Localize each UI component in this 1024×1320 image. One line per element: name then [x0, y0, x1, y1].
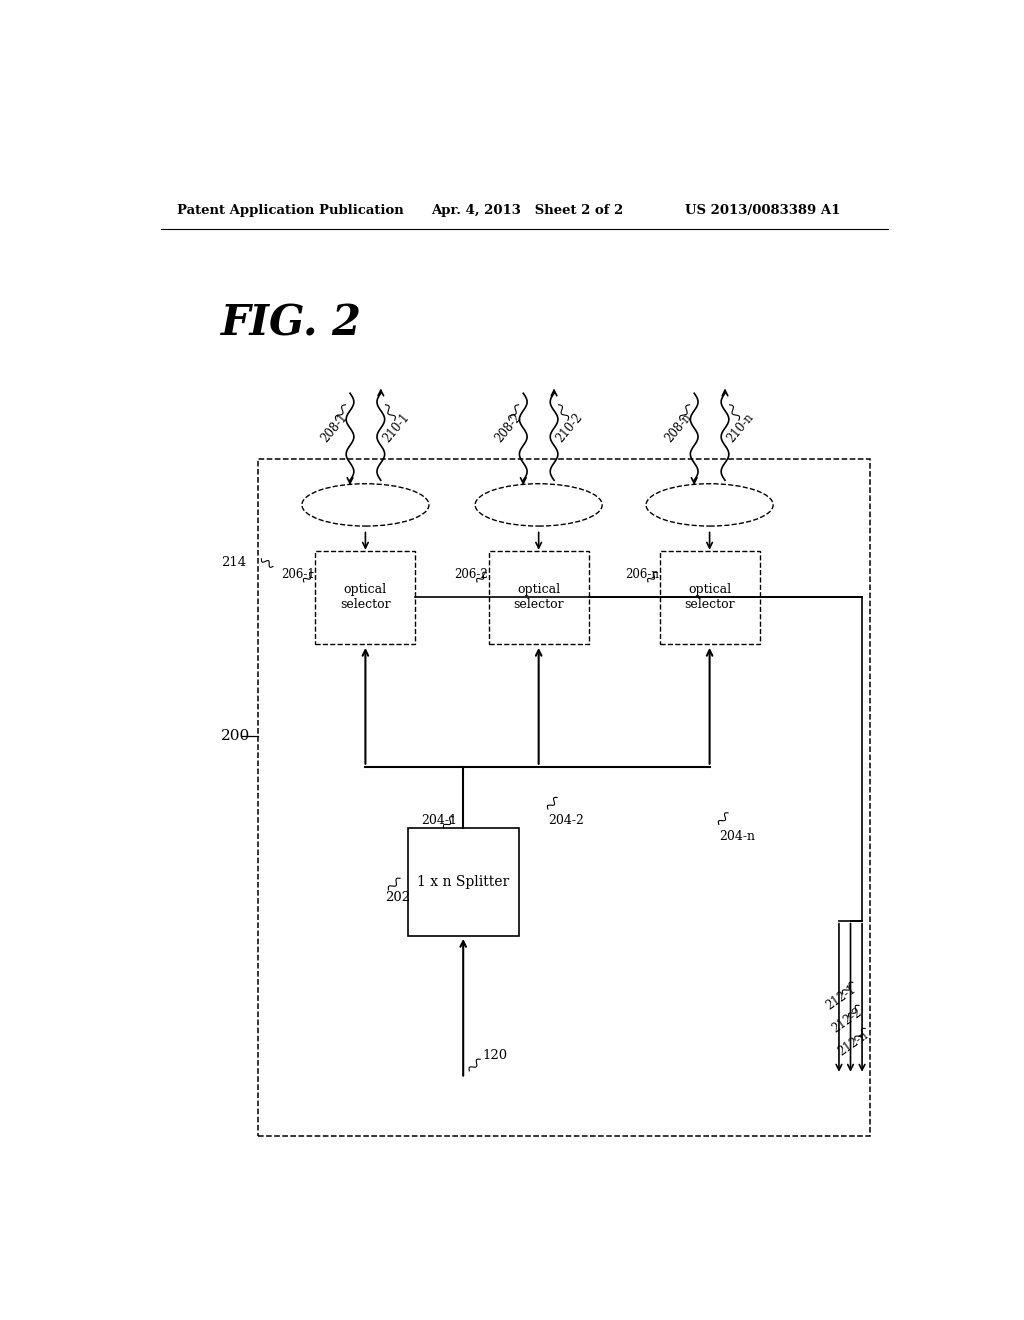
- Bar: [258, 459, 869, 1137]
- Bar: [659, 552, 760, 644]
- Text: 212-2: 212-2: [829, 1006, 864, 1036]
- Text: 120: 120: [482, 1049, 508, 1063]
- Text: 212-n: 212-n: [836, 1028, 870, 1059]
- Text: 206-2: 206-2: [454, 568, 487, 581]
- Text: 204-1: 204-1: [421, 814, 457, 828]
- Text: 200: 200: [221, 729, 251, 743]
- Text: 210-2: 210-2: [554, 411, 586, 445]
- Bar: [315, 552, 416, 644]
- Text: FIG. 2: FIG. 2: [221, 304, 362, 345]
- Text: 204-n: 204-n: [719, 829, 755, 842]
- Text: Patent Application Publication: Patent Application Publication: [177, 205, 403, 218]
- Text: 208-1: 208-1: [318, 411, 350, 445]
- Text: 214: 214: [221, 556, 247, 569]
- Text: 210-n: 210-n: [725, 411, 757, 445]
- Text: optical
selector: optical selector: [340, 583, 391, 611]
- Bar: [488, 552, 589, 644]
- Text: 212-1: 212-1: [823, 983, 858, 1012]
- Text: 208-n: 208-n: [663, 411, 694, 445]
- Text: 206-n: 206-n: [625, 568, 658, 581]
- Text: Apr. 4, 2013   Sheet 2 of 2: Apr. 4, 2013 Sheet 2 of 2: [431, 205, 624, 218]
- Text: US 2013/0083389 A1: US 2013/0083389 A1: [685, 205, 841, 218]
- Text: 202: 202: [385, 891, 410, 904]
- Text: 1 x n Splitter: 1 x n Splitter: [417, 875, 509, 890]
- Text: 204-2: 204-2: [548, 814, 584, 828]
- Text: optical
selector: optical selector: [684, 583, 735, 611]
- Text: optical
selector: optical selector: [513, 583, 564, 611]
- Text: 208-2: 208-2: [493, 411, 523, 445]
- Bar: [408, 829, 519, 936]
- Text: 210-1: 210-1: [381, 411, 412, 445]
- Text: 206-1: 206-1: [281, 568, 314, 581]
